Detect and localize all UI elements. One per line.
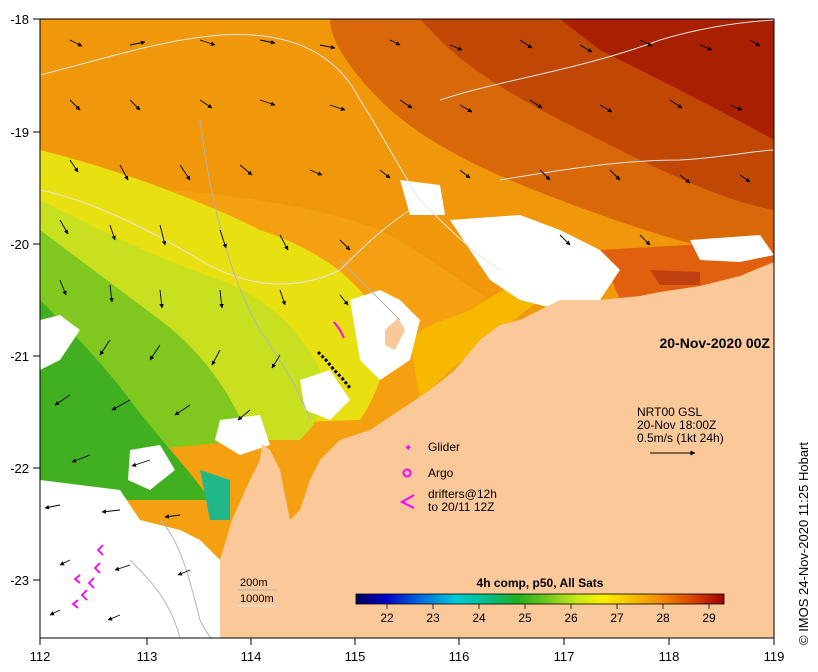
colorbar-gradient	[355, 593, 725, 605]
drifter-symbol	[399, 494, 415, 509]
x-tick-label: 113	[137, 649, 158, 664]
x-tick-label: 114	[241, 649, 262, 664]
drifter-legend-label: drifters@12h	[428, 487, 497, 501]
colorbar-tick: 27	[610, 611, 624, 625]
colorbar-tick: 25	[518, 611, 532, 625]
x-tick-label: 119	[764, 649, 785, 664]
land-mass	[220, 262, 774, 638]
x-tick-label: 112	[30, 649, 51, 664]
argo-legend-label: Argo	[428, 466, 454, 480]
y-tick-label: -20	[10, 237, 29, 252]
drifter-legend-period: to 20/11 12Z	[428, 500, 495, 514]
axis-ticks	[33, 18, 775, 645]
colorbar-tick: 24	[472, 611, 486, 625]
x-tick-label: 118	[659, 649, 680, 664]
current-legend-scale: 0.5m/s (1kt 24h)	[637, 431, 724, 445]
current-legend-time: 20-Nov 18:00Z	[637, 418, 716, 432]
x-tick-label: 116	[449, 649, 470, 664]
x-tick-label: 115	[345, 649, 366, 664]
imos-credit: © IMOS 24-Nov-2020 11:25 Hobart	[796, 442, 811, 645]
isobath-lines	[40, 19, 774, 638]
drifter-tracks	[71, 544, 104, 609]
argo-symbol	[402, 468, 412, 478]
y-tick-label: -18	[10, 12, 29, 27]
sst-field	[40, 19, 774, 638]
y-tick-label: -19	[10, 125, 29, 140]
colorbar-tick: 23	[426, 611, 440, 625]
current-legend: NRT00 GSL 20-Nov 18:00Z 0.5m/s (1kt 24h)	[637, 405, 724, 456]
colorbar-tick: 28	[656, 611, 670, 625]
sst-colorbar: 4h comp, p50, All Sats 22 23 24 25 26 27…	[355, 576, 725, 625]
colorbar-tick: 26	[564, 611, 578, 625]
glider-symbol: ✦	[404, 443, 412, 454]
glider-track	[316, 321, 352, 389]
glider-legend-label: Glider	[428, 440, 460, 454]
colorbar-tick: 29	[702, 611, 716, 625]
map-frame	[39, 18, 775, 639]
y-tick-label: -21	[10, 349, 29, 364]
x-tick-label: 117	[554, 649, 575, 664]
y-tick-label: -23	[10, 573, 29, 588]
isobath-200m-label: 200m	[240, 577, 268, 589]
isobath-1000m-label: 1000m	[240, 593, 274, 605]
current-legend-model: NRT00 GSL	[637, 405, 702, 419]
date-label: 20-Nov-2020 00Z	[659, 335, 770, 351]
y-tick-label: -22	[10, 461, 29, 476]
colorbar-tick: 22	[380, 611, 394, 625]
isobath-legend: 200m 1000m	[238, 577, 277, 607]
symbol-legend: ✦ Glider Argo drifters@12h to 20/11 12Z	[399, 440, 497, 514]
current-vectors	[44, 39, 761, 621]
colorbar-title: 4h comp, p50, All Sats	[477, 576, 604, 590]
